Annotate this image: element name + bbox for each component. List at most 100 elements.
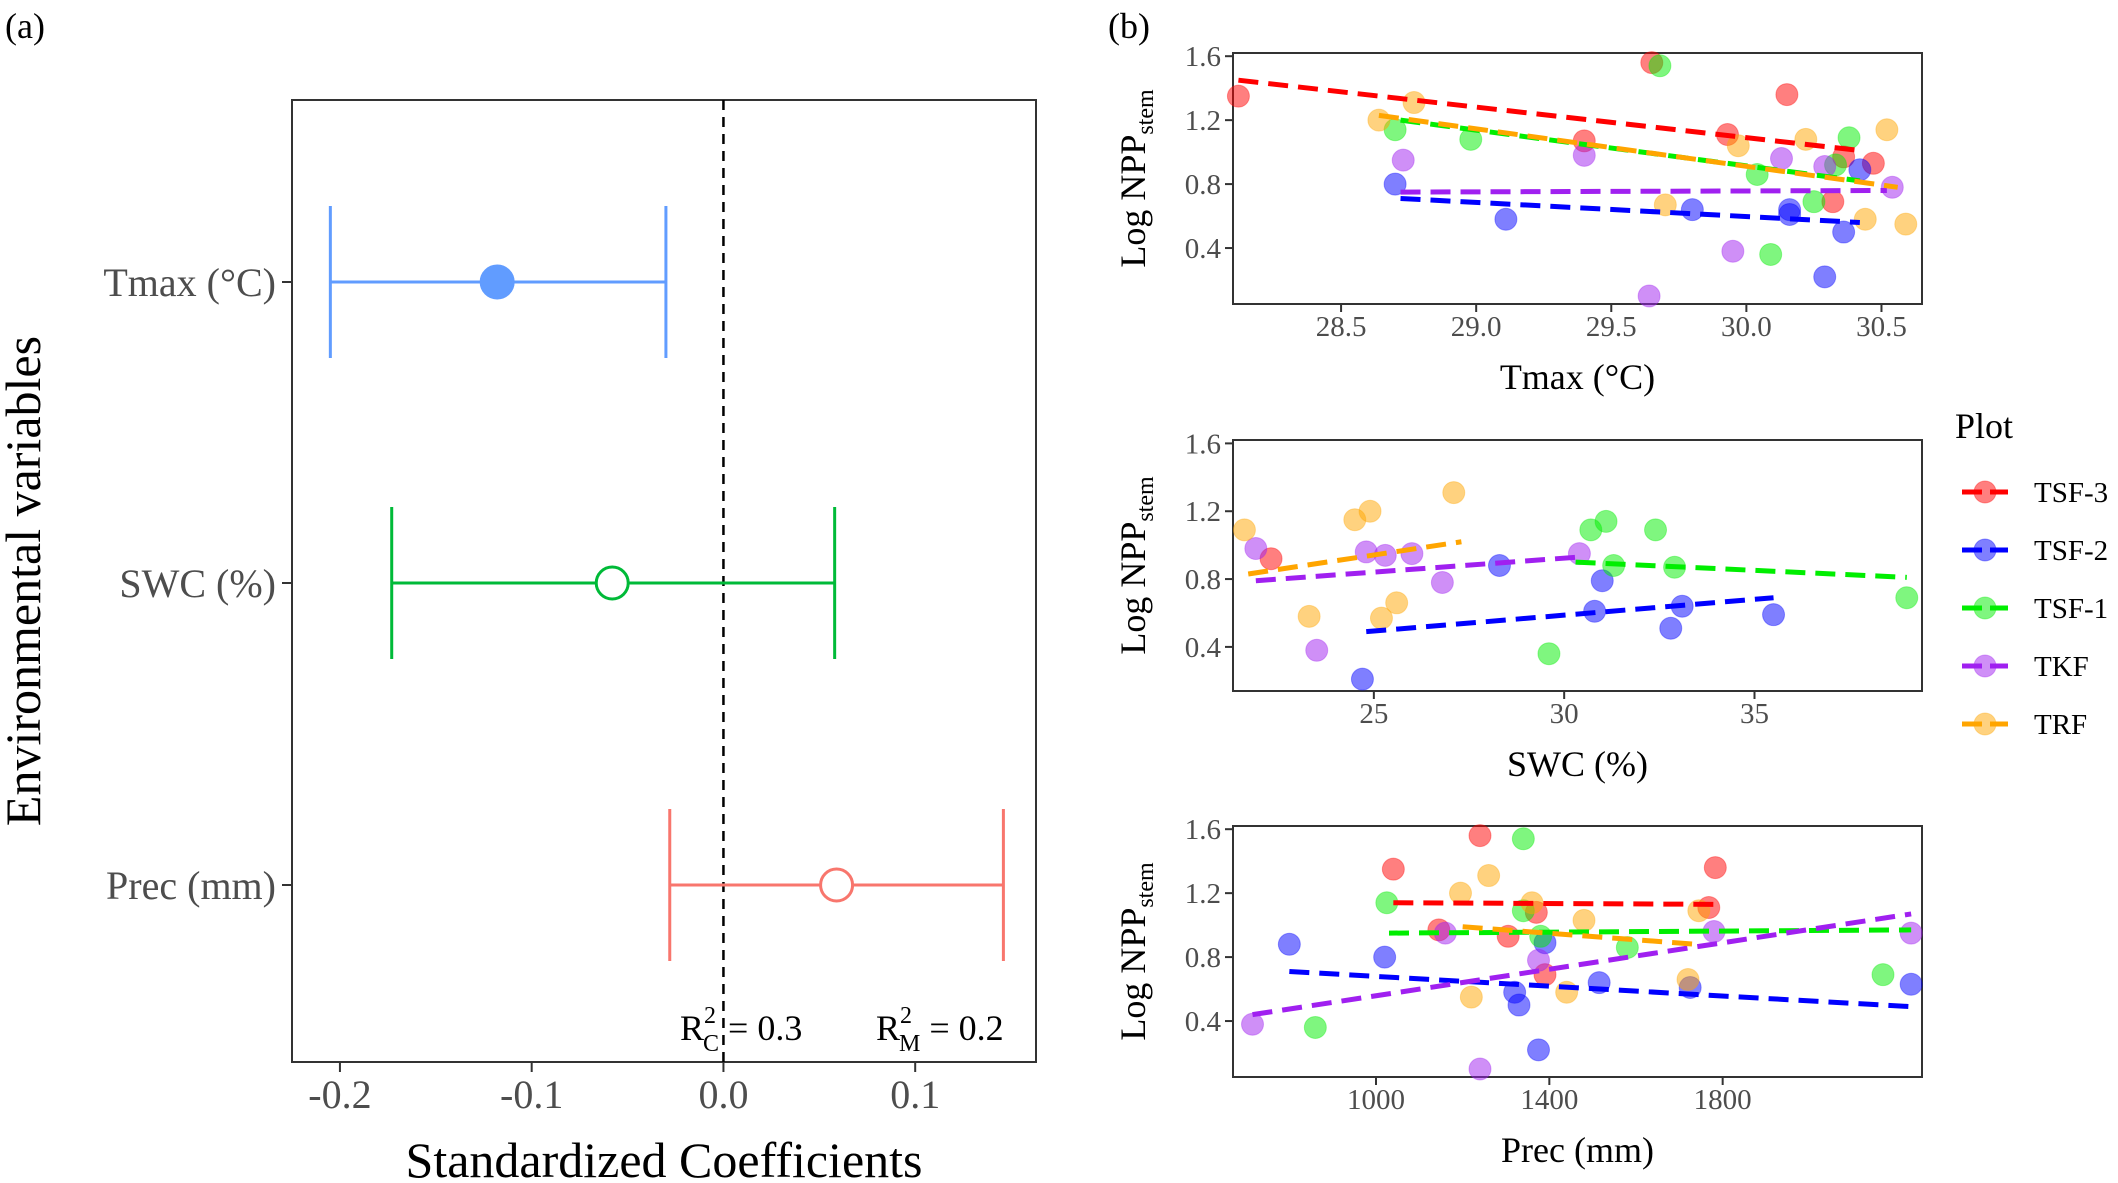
scatter-point	[1894, 212, 1918, 236]
scatter-swc: 0.4 0.8 1.2 1.6 25 30 35 SWC (%) Log NPPstem	[1113, 428, 1923, 784]
scatter-frame	[1232, 439, 1923, 692]
scatter-point	[1769, 147, 1793, 171]
x-tick-label: 30.5	[1856, 311, 1907, 343]
r2-marginal-annotation: R2 M = 0.2	[876, 1003, 1004, 1057]
scatter-point	[1648, 54, 1672, 78]
coefficient-row: Prec (mm)	[106, 809, 1005, 961]
legend-key-point	[1973, 538, 1997, 562]
scatter-point	[1572, 908, 1596, 932]
scatter-frame	[1232, 52, 1923, 305]
r2m-sub: M	[899, 1031, 920, 1057]
y-tick-label: 1.6	[1185, 814, 1221, 846]
scatter-point	[1400, 542, 1424, 566]
legend-title: Plot	[1955, 406, 2013, 446]
y-tick-label: 0.4	[1185, 632, 1222, 664]
legend-item: TSF-3	[1962, 477, 2108, 509]
scatter-point	[1303, 1015, 1327, 1039]
x-axis-label: Prec (mm)	[1501, 1130, 1654, 1170]
scatter-point	[1442, 481, 1466, 505]
scatter-point	[1305, 638, 1329, 662]
y-axis-label: Log NPPstem	[1113, 862, 1159, 1041]
forest-x-tick-label: 0.0	[698, 1072, 748, 1117]
x-tick-label: 29.0	[1451, 311, 1502, 343]
scatter-point	[1487, 554, 1511, 577]
forest-x-tick-label: -0.1	[500, 1072, 563, 1117]
x-tick-label: 35	[1740, 698, 1769, 730]
forest-x-axis-label: Standardized Coefficients	[406, 1132, 923, 1183]
r2m-base: R	[876, 1008, 900, 1048]
scatter-point	[1477, 864, 1501, 888]
scatter-frame	[1232, 825, 1923, 1078]
scatter-point	[1385, 591, 1409, 615]
scatter-point	[1594, 509, 1618, 533]
y-axis-label-base: Log NPP	[1113, 908, 1153, 1041]
scatter-point	[1244, 537, 1268, 561]
y-tick-label: 0.8	[1185, 169, 1221, 201]
coefficient-estimate-point	[594, 565, 630, 601]
legend-item: TSF-2	[1962, 535, 2108, 567]
legend: Plot TSF-3 TSF-2 TSF-1 TKF TRF	[1955, 406, 2108, 741]
scatter-point	[1226, 84, 1250, 108]
legend-item: TKF	[1962, 651, 2089, 683]
coefficient-estimate-point	[479, 264, 515, 300]
y-tick-label: 0.8	[1185, 942, 1221, 974]
x-tick-label: 28.5	[1316, 311, 1367, 343]
scatter-point	[1899, 921, 1923, 945]
scatter-point	[1813, 265, 1837, 289]
forest-x-tick-label: -0.2	[308, 1072, 371, 1117]
scatter-point	[1537, 642, 1561, 666]
regression-line	[1393, 900, 1719, 907]
scatter-point	[1871, 963, 1895, 987]
panel-label-b: (b)	[1108, 6, 1150, 46]
scatter-point	[1391, 148, 1415, 172]
scatter-point	[1832, 220, 1856, 244]
scatter-tmax: 0.4 0.8 1.2 1.6 28.5 29.0 29.5 30.0 30.5 Tmax (°C…	[1113, 41, 1923, 397]
x-tick-label: 1400	[1520, 1084, 1578, 1116]
coefficient-row: SWC (%)	[119, 507, 837, 659]
regression-line	[1575, 559, 1907, 580]
y-tick-label: 1.6	[1185, 428, 1221, 460]
legend-key-point	[1973, 712, 1997, 736]
forest-y-tick-label: SWC (%)	[119, 561, 276, 606]
y-axis-label-subscript: stem	[1133, 862, 1159, 908]
scatter-point	[1297, 604, 1321, 628]
r2c-sub: C	[703, 1031, 719, 1057]
x-tick-label: 1000	[1347, 1084, 1405, 1116]
scatter-point	[1468, 1057, 1492, 1081]
legend-item: TRF	[1962, 709, 2087, 741]
scatter-point	[1644, 518, 1668, 542]
scatter-point	[1468, 824, 1492, 848]
scatter-point	[1775, 83, 1799, 107]
legend-item: TSF-1	[1962, 593, 2108, 625]
scatter-point	[1241, 1012, 1264, 1036]
regression-line	[1289, 968, 1912, 1010]
x-tick-label: 25	[1359, 698, 1388, 730]
scatter-point	[1527, 948, 1550, 972]
regression-line	[1400, 195, 1860, 225]
scatter-point	[1430, 570, 1454, 594]
regression-line	[1462, 924, 1697, 947]
y-tick-label: 1.2	[1185, 105, 1221, 137]
y-axis-label: Log NPPstem	[1113, 476, 1159, 655]
scatter-point	[1381, 857, 1405, 881]
scatter-point	[1703, 856, 1727, 880]
x-axis-label: SWC (%)	[1507, 744, 1648, 784]
x-axis-label: Tmax (°C)	[1500, 357, 1655, 397]
regression-line	[1378, 112, 1899, 190]
x-tick-label: 30.0	[1721, 311, 1772, 343]
x-tick-label: 1800	[1694, 1084, 1752, 1116]
scatter-point	[1555, 980, 1579, 1004]
x-tick-label: 30	[1550, 698, 1579, 730]
forest-y-axis-label: Environmental variables	[0, 336, 51, 826]
scatter-point	[1277, 932, 1301, 956]
scatter-point	[1350, 667, 1374, 691]
legend-label: TKF	[2034, 651, 2089, 683]
regression-line	[1255, 554, 1580, 584]
scatter-point	[1762, 603, 1786, 627]
y-axis-label-subscript: stem	[1133, 476, 1159, 522]
scatter-point	[1659, 616, 1683, 640]
r2-conditional-annotation: R2 C = 0.3	[680, 1003, 802, 1057]
regression-line	[1366, 595, 1774, 635]
scatter-point	[1853, 207, 1877, 231]
